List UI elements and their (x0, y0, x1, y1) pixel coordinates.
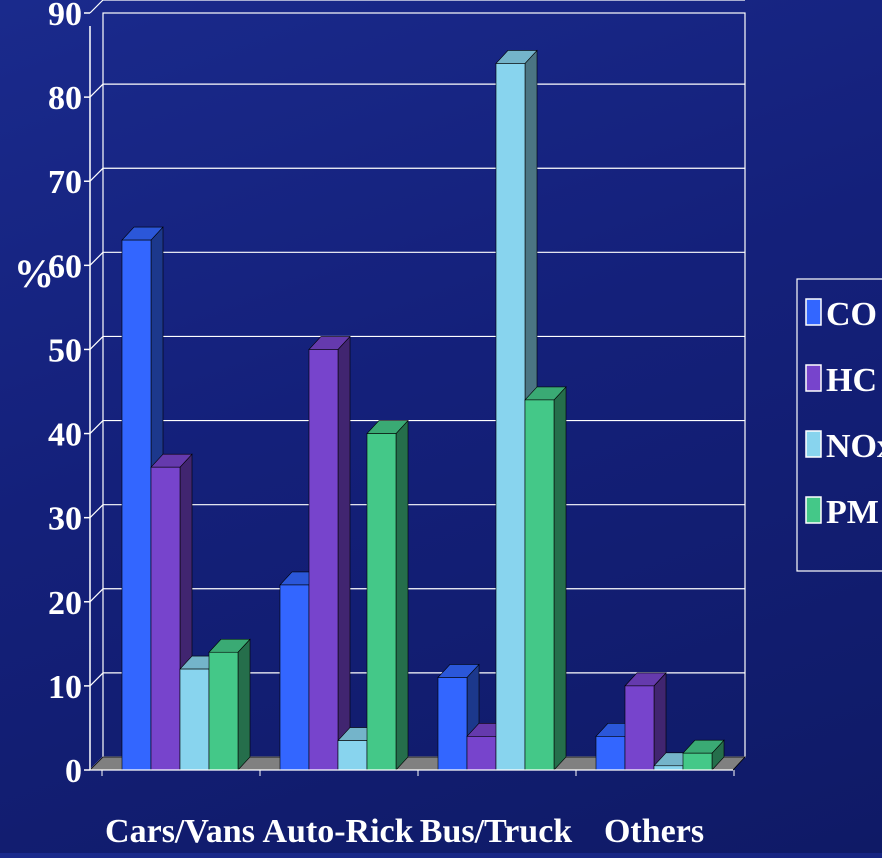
bar-front (308, 349, 339, 771)
bar-side (553, 386, 567, 771)
bar-front (495, 63, 526, 771)
y-tick-label: 20 (48, 585, 82, 622)
y-tick-label: 0 (65, 753, 82, 790)
bar-front (595, 736, 626, 771)
bar-front (366, 433, 397, 771)
bar-side (237, 638, 251, 771)
legend: CO HC NOx PM (796, 278, 882, 572)
bar-front (337, 740, 368, 771)
gridline-depth (89, 0, 104, 14)
gridline-depth (89, 420, 104, 434)
x-tick-label: Others (604, 813, 704, 850)
bars-layer (121, 49, 725, 771)
bar-side (337, 335, 351, 771)
y-tick-label: 70 (48, 164, 82, 201)
y-tick-label: 10 (48, 669, 82, 706)
gridline-depth (89, 588, 104, 603)
bar-front (121, 239, 152, 771)
y-tick-label: 50 (48, 332, 82, 369)
legend-label-PM: PM (826, 494, 879, 531)
back-wall (102, 12, 746, 758)
y-tick-label: 80 (48, 80, 82, 117)
bar-HC-Cars/Vans (150, 453, 193, 771)
legend-label-CO: CO (826, 296, 877, 333)
bar-front (150, 466, 181, 771)
y-tick-label: 60 (48, 248, 82, 285)
bar-PM-Cars/Vans (208, 638, 251, 771)
bar-PM-Bus/Truck (524, 386, 567, 771)
axis-layer: 0 10 20 30 40 50 60 70 80 90 Cars/Vans Auto-Rick Bus… (48, 0, 735, 850)
bar-PM-Others (682, 739, 725, 771)
bar-front (466, 736, 497, 771)
bar-front (524, 399, 555, 771)
bar-HC-Others (624, 672, 667, 771)
x-tick-label: Cars/Vans (105, 813, 255, 850)
bar-front (279, 584, 310, 771)
legend-label-NOx: NOx (826, 428, 882, 465)
x-tick-label: Auto-Rick (262, 813, 413, 850)
bar-front (682, 752, 713, 771)
gridline-depth (89, 336, 104, 350)
bar-side (395, 419, 409, 771)
legend-label-HC: HC (826, 362, 877, 399)
y-tick-label: 40 (48, 417, 82, 454)
y-axis-label: % (14, 251, 54, 296)
gridline-depth (89, 83, 104, 98)
bar-front (208, 651, 239, 771)
legend-swatch-NOx (805, 430, 822, 458)
gridline-depth (89, 251, 104, 266)
legend-swatch-CO (805, 298, 822, 326)
gridline-depth (89, 167, 104, 182)
gridline-depth (89, 672, 104, 687)
bar-PM-Auto-Rick (366, 419, 409, 771)
bar-front (437, 677, 468, 771)
legend-box (796, 278, 882, 572)
legend-swatch-HC (805, 364, 822, 392)
bar-front (179, 668, 210, 771)
y-tick-label: 30 (48, 501, 82, 538)
x-tick-label: Bus/Truck (420, 813, 573, 850)
bar-HC-Auto-Rick (308, 335, 351, 771)
bar-front (624, 685, 655, 771)
y-tick-label: 90 (48, 0, 82, 33)
legend-swatch-PM (805, 496, 822, 524)
gridline-depth (89, 504, 104, 519)
bar-front (653, 765, 684, 771)
